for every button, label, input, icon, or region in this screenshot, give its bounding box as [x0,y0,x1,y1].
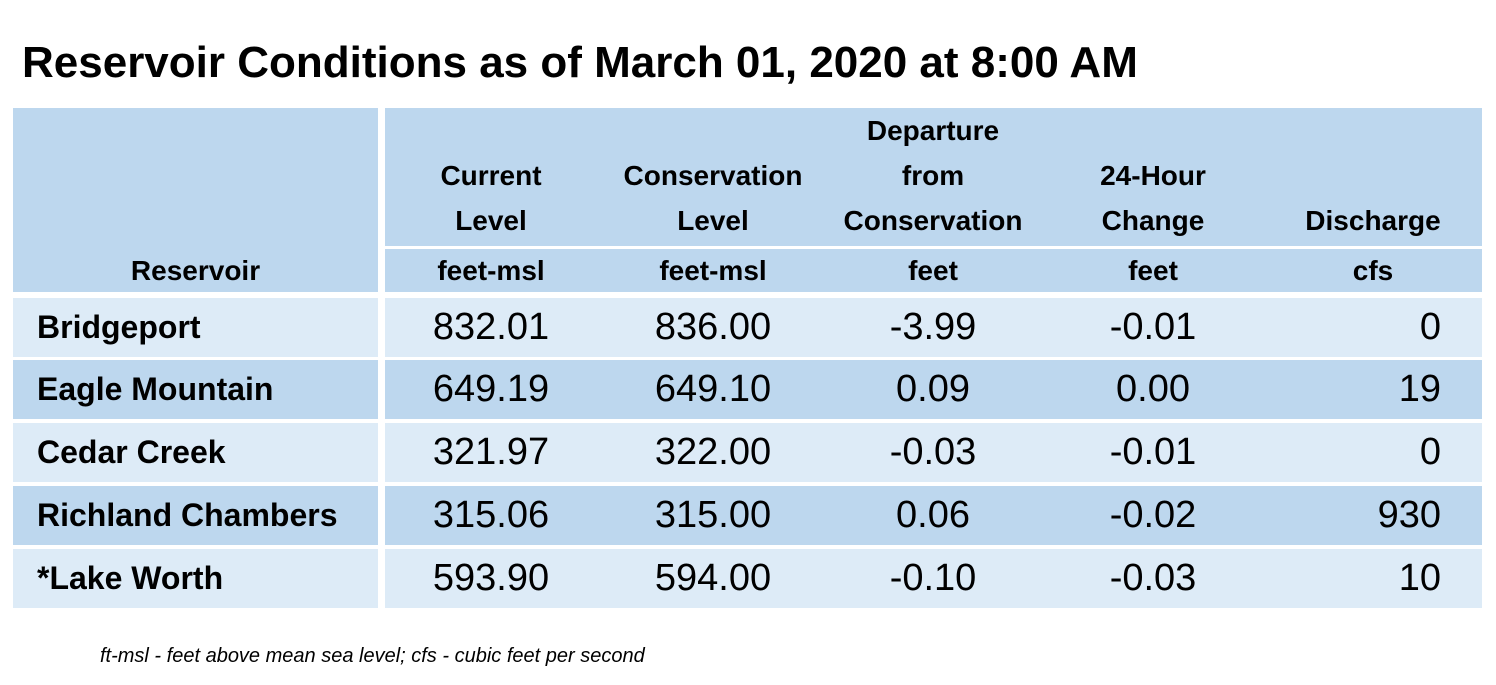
header-discharge: Discharge [1305,205,1441,236]
header-change-line1: 24-Hour [1100,160,1206,191]
header-change-unit: feet [1128,255,1178,286]
change-value: -0.01 [1109,431,1197,473]
header-departure-line1: Departure [866,115,1000,146]
table-row: 321.97 322.00 -0.03 -0.01 0 [385,423,1482,482]
change-value: -0.03 [1109,557,1197,599]
table-row-name: Eagle Mountain [13,360,378,419]
reservoir-name: Eagle Mountain [37,371,274,407]
header-conservation-unit: feet-msl [659,255,767,286]
change-value: -0.01 [1109,306,1197,348]
reservoir-name: Bridgeport [37,309,201,345]
departure-value: -0.03 [889,431,977,473]
header-current-line2: Level [455,205,527,236]
header-departure-unit: feet [908,255,958,286]
conservation-level-value: 322.00 [654,431,772,473]
discharge-value: 10 [1398,557,1441,599]
header-current-line1: Current [440,160,542,191]
table-row-name: Richland Chambers [13,486,378,545]
table-row-name: Bridgeport [13,298,378,357]
footnote: ft-msl - feet above mean sea level; cfs … [100,645,645,667]
conservation-level-value: 649.10 [654,368,772,410]
reservoir-name: Cedar Creek [37,434,226,470]
header-change-line2: Change [1101,205,1205,236]
reservoir-name: Richland Chambers [37,497,338,533]
departure-value: 0.09 [896,368,970,410]
reservoir-table: Reservoir Current Level feet-msl Conserv… [13,108,1482,610]
table-row: 649.19 649.10 0.09 0.00 19 [385,360,1482,419]
current-level-value: 321.97 [432,431,550,473]
departure-value: -0.10 [889,557,977,599]
header-discharge-unit: cfs [1352,255,1394,286]
header-conservation-line1: Conservation [623,160,803,191]
header-reservoir-cell: Reservoir [13,108,378,292]
current-level-value: 649.19 [432,368,550,410]
table-row: 593.90 594.00 -0.10 -0.03 10 [385,549,1482,608]
discharge-value: 19 [1398,368,1441,410]
header-departure-line2: from [901,160,965,191]
current-level-value: 832.01 [432,306,550,348]
header-unit-band [385,249,1482,292]
table-row-name: Cedar Creek [13,423,378,482]
departure-value: -3.99 [889,306,977,348]
table-row: 832.01 836.00 -3.99 -0.01 0 [385,298,1482,357]
header-reservoir: Reservoir [130,255,261,286]
reservoir-name: *Lake Worth [37,560,224,596]
table-row-name: *Lake Worth [13,549,378,608]
conservation-level-value: 594.00 [654,557,772,599]
discharge-value: 0 [1419,431,1441,473]
header-conservation-line2: Level [677,205,749,236]
header-current-unit: feet-msl [437,255,545,286]
discharge-value: 930 [1377,494,1441,536]
current-level-value: 315.06 [432,494,550,536]
departure-value: 0.06 [896,494,970,536]
page-title: Reservoir Conditions as of March 01, 202… [22,38,1138,87]
change-value: 0.00 [1116,368,1190,410]
conservation-level-value: 836.00 [654,306,772,348]
current-level-value: 593.90 [432,557,550,599]
header-main-band [385,108,1482,246]
table-row: 315.06 315.00 0.06 -0.02 930 [385,486,1482,545]
change-value: -0.02 [1109,494,1197,536]
conservation-level-value: 315.00 [654,494,772,536]
header-departure-line3: Conservation [843,205,1023,236]
discharge-value: 0 [1419,306,1441,348]
